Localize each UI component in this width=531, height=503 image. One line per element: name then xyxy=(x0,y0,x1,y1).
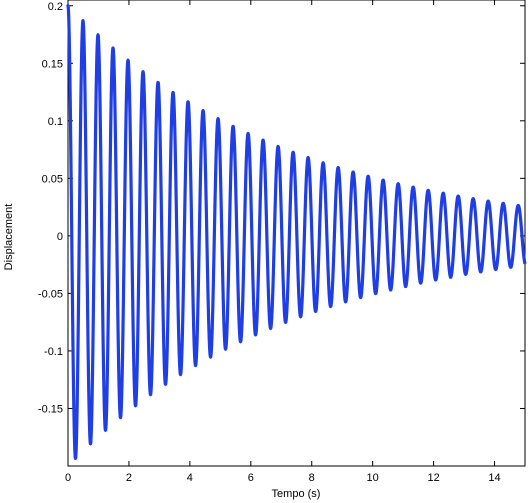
y-tick-label: -0.1 xyxy=(44,346,63,358)
series-point xyxy=(208,355,213,359)
series-point xyxy=(276,145,280,149)
series-point xyxy=(463,272,468,276)
y-tick-label: -0.05 xyxy=(38,288,63,300)
series-point xyxy=(231,124,235,129)
x-tick-label: 0 xyxy=(65,472,71,484)
series-point xyxy=(329,304,333,308)
series-point xyxy=(381,179,385,183)
series-point xyxy=(374,291,378,296)
series-point xyxy=(171,91,175,95)
series-point xyxy=(403,284,408,289)
series-point xyxy=(509,265,513,269)
series-point xyxy=(299,314,303,319)
y-tick-label: 0.1 xyxy=(48,116,63,128)
series-point xyxy=(283,320,288,324)
x-tick-label: 6 xyxy=(248,472,254,484)
x-tick-label: 8 xyxy=(309,472,315,484)
series-point xyxy=(336,166,340,170)
series-point xyxy=(471,197,475,201)
series-point xyxy=(479,269,483,274)
series-point xyxy=(186,100,190,105)
series-point xyxy=(486,199,490,203)
series-point xyxy=(156,81,160,85)
series-point xyxy=(194,363,198,367)
series-point xyxy=(178,372,183,376)
series-point xyxy=(103,427,108,431)
series-point xyxy=(411,185,415,190)
y-tick-label: 0.15 xyxy=(42,58,63,70)
series-point xyxy=(163,381,168,385)
x-axis-label: Tempo (s) xyxy=(272,488,321,500)
series-point xyxy=(441,191,445,195)
series-point xyxy=(314,309,318,313)
y-tick-label: 0 xyxy=(57,231,63,243)
series-line xyxy=(66,4,527,460)
series-point xyxy=(343,299,348,304)
series-point xyxy=(216,118,220,122)
series-point xyxy=(396,182,400,186)
series-point xyxy=(111,47,115,52)
y-axis-ticks: 0.2 0.15 0.1 0.05 0 -0.05 -0.1 -0.15 xyxy=(38,1,525,415)
series-point xyxy=(389,288,393,292)
series-point xyxy=(426,189,430,193)
y-tick-label: -0.15 xyxy=(38,403,63,415)
x-tick-label: 14 xyxy=(488,472,500,484)
series-point xyxy=(261,138,265,142)
series-point xyxy=(494,267,498,271)
x-axis-ticks: 0 2 4 6 8 10 12 14 xyxy=(65,0,501,484)
series-point xyxy=(66,4,70,8)
series-point xyxy=(501,202,505,206)
series-point xyxy=(456,195,460,199)
x-tick-label: 12 xyxy=(427,472,439,484)
series-point xyxy=(254,332,258,336)
y-axis-label: Displacement xyxy=(3,204,15,271)
series-point xyxy=(306,156,310,160)
x-tick-label: 2 xyxy=(126,472,132,484)
series-point xyxy=(291,151,295,155)
series-point xyxy=(419,281,423,285)
series-point xyxy=(81,19,85,23)
series-point xyxy=(74,456,78,460)
series-point xyxy=(321,161,325,165)
series-point xyxy=(516,204,520,208)
series-point xyxy=(134,403,138,407)
series-point xyxy=(449,275,453,279)
series-point xyxy=(239,338,243,343)
series-point xyxy=(126,59,130,63)
series-layer xyxy=(66,4,527,460)
series-point xyxy=(434,278,438,282)
x-tick-label: 10 xyxy=(367,472,379,484)
series-point xyxy=(96,34,100,38)
series-point xyxy=(366,175,370,179)
series-point xyxy=(148,391,153,396)
series-point xyxy=(88,441,93,445)
y-tick-label: 0.05 xyxy=(42,173,63,185)
series-point xyxy=(118,414,123,419)
y-tick-label: 0.2 xyxy=(48,1,63,13)
series-point xyxy=(351,170,355,175)
series-point xyxy=(141,70,145,75)
series-point xyxy=(359,295,363,299)
series-point xyxy=(201,110,205,114)
series-point xyxy=(269,326,273,330)
series-point xyxy=(246,133,250,137)
series-point xyxy=(223,347,228,351)
x-tick-label: 4 xyxy=(187,472,193,484)
